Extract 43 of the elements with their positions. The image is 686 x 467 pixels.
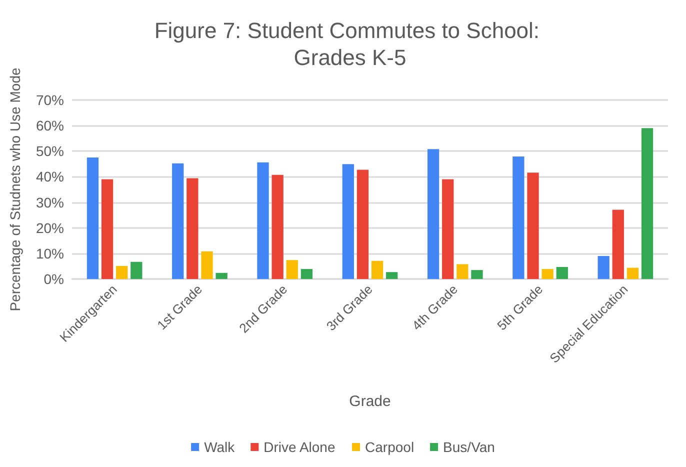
bar [356, 170, 369, 279]
bar [216, 272, 228, 279]
bar [456, 264, 468, 279]
y-tick-label: 30% [36, 194, 64, 210]
y-tick-label: 50% [36, 143, 64, 160]
bar [86, 158, 99, 279]
legend-label: Carpool [365, 439, 414, 455]
bar [172, 163, 184, 279]
bar [512, 156, 524, 279]
bar [116, 266, 128, 279]
bar [626, 268, 639, 279]
bar [101, 179, 114, 279]
bar [371, 260, 384, 279]
bar [556, 266, 568, 279]
bar [527, 172, 539, 279]
bar [598, 256, 610, 279]
bar [471, 270, 483, 279]
y-tick-label: 70% [36, 92, 64, 108]
legend-label: Drive Alone [264, 439, 336, 455]
legend-label: Bus/Van [443, 439, 495, 455]
bar [130, 262, 142, 279]
chart-title: Figure 7: Student Commutes to School: Grades K-5 [154, 18, 546, 70]
bar [641, 128, 654, 279]
bar [612, 210, 624, 279]
y-tick-label: 40% [36, 168, 64, 185]
bar [286, 260, 298, 279]
bar [300, 269, 313, 279]
x-axis-title: Grade [349, 393, 391, 410]
bar [257, 162, 269, 279]
bar [427, 149, 440, 279]
legend-label: Walk [204, 439, 236, 455]
bar [186, 178, 198, 279]
y-axis-title: Percentage of Studnets who Use Mode [7, 67, 23, 312]
y-tick-label: 0% [44, 271, 64, 287]
y-tick-label: 20% [36, 220, 64, 236]
bar [342, 164, 354, 279]
bar [542, 269, 554, 279]
y-tick-label: 60% [36, 118, 64, 134]
y-tick-label: 10% [36, 245, 64, 262]
bar [386, 272, 398, 279]
bar [201, 251, 213, 279]
bar [272, 174, 284, 279]
bar [442, 179, 454, 279]
